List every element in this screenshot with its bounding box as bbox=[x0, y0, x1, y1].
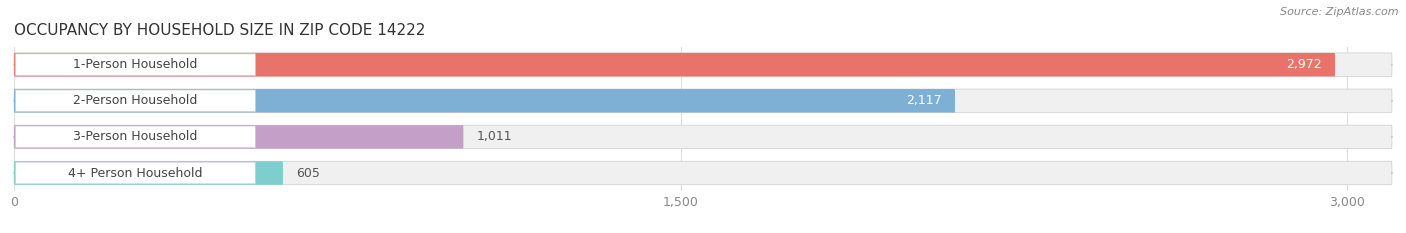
Text: 2-Person Household: 2-Person Household bbox=[73, 94, 198, 107]
FancyBboxPatch shape bbox=[14, 161, 283, 185]
Text: 1-Person Household: 1-Person Household bbox=[73, 58, 198, 71]
Text: Source: ZipAtlas.com: Source: ZipAtlas.com bbox=[1281, 7, 1399, 17]
Text: 605: 605 bbox=[297, 167, 321, 179]
FancyBboxPatch shape bbox=[14, 53, 1336, 76]
FancyBboxPatch shape bbox=[15, 90, 256, 112]
Text: OCCUPANCY BY HOUSEHOLD SIZE IN ZIP CODE 14222: OCCUPANCY BY HOUSEHOLD SIZE IN ZIP CODE … bbox=[14, 24, 426, 38]
FancyBboxPatch shape bbox=[15, 54, 256, 75]
Text: 1,011: 1,011 bbox=[477, 130, 512, 143]
Text: 3-Person Household: 3-Person Household bbox=[73, 130, 198, 143]
Text: 4+ Person Household: 4+ Person Household bbox=[67, 167, 202, 179]
FancyBboxPatch shape bbox=[14, 89, 955, 113]
FancyBboxPatch shape bbox=[15, 162, 256, 184]
Text: 2,117: 2,117 bbox=[905, 94, 942, 107]
FancyBboxPatch shape bbox=[14, 89, 1392, 113]
FancyBboxPatch shape bbox=[14, 125, 1392, 149]
Text: 2,972: 2,972 bbox=[1286, 58, 1322, 71]
FancyBboxPatch shape bbox=[14, 161, 1392, 185]
FancyBboxPatch shape bbox=[15, 126, 256, 148]
FancyBboxPatch shape bbox=[14, 53, 1392, 76]
FancyBboxPatch shape bbox=[14, 125, 464, 149]
